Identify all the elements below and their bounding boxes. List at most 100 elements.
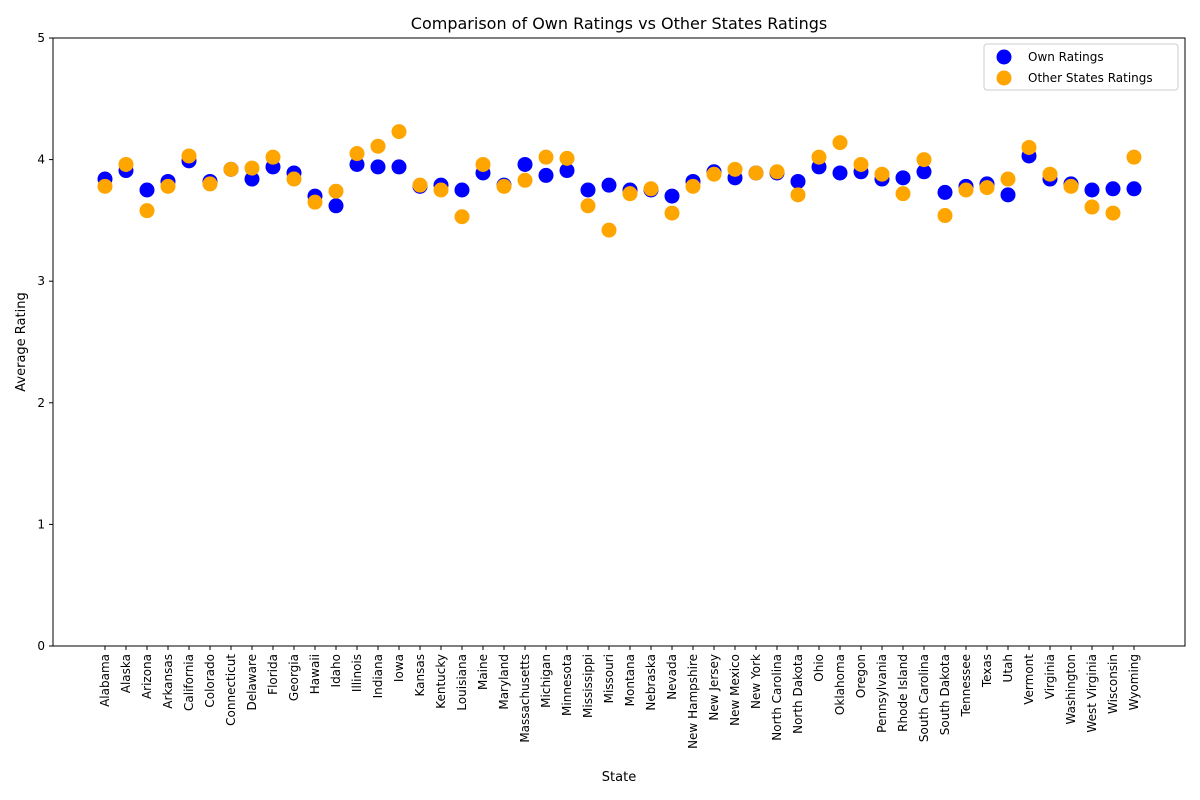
x-tick-label: Wyoming: [1127, 654, 1141, 710]
y-axis: 0 1 2 3 4 5: [37, 31, 53, 653]
data-point: [328, 183, 344, 199]
data-point: [517, 172, 533, 188]
y-tick-label: 3: [37, 274, 45, 288]
data-point: [895, 170, 911, 186]
y-tick-label: 4: [37, 153, 45, 167]
x-tick-label: Texas: [980, 654, 994, 688]
y-tick-label: 5: [37, 31, 45, 45]
data-point: [1000, 187, 1016, 203]
x-tick-label: Alaska: [119, 654, 133, 693]
x-tick-label: Massachusetts: [518, 654, 532, 743]
data-point: [1084, 199, 1100, 215]
x-tick-label: South Carolina: [917, 654, 931, 742]
x-tick-label: Nevada: [665, 654, 679, 700]
data-point: [391, 124, 407, 140]
x-tick-label: South Dakota: [938, 654, 952, 735]
data-point: [790, 187, 806, 203]
x-tick-label: Virginia: [1043, 654, 1057, 699]
x-tick-label: Kansas: [413, 654, 427, 696]
data-point: [475, 156, 491, 172]
x-tick-label: Maine: [476, 654, 490, 690]
data-point: [160, 178, 176, 194]
data-point: [496, 178, 512, 194]
legend: Own Ratings Other States Ratings: [983, 43, 1179, 91]
data-point: [370, 159, 386, 175]
x-tick-label: West Virginia: [1085, 654, 1099, 733]
x-tick-label: Maryland: [497, 654, 511, 710]
x-tick-label: Mississippi: [581, 654, 595, 718]
series-other-states-ratings: [97, 124, 1142, 238]
x-tick-label: California: [182, 654, 196, 711]
data-point: [832, 165, 848, 181]
data-point: [559, 150, 575, 166]
data-point: [916, 152, 932, 168]
x-tick-label: Alabama: [98, 654, 112, 707]
data-point: [979, 180, 995, 196]
data-point: [601, 177, 617, 193]
data-point: [328, 198, 344, 214]
data-point: [391, 159, 407, 175]
y-axis-label: Average Rating: [14, 292, 29, 391]
x-tick-label: New Mexico: [728, 654, 742, 726]
data-point: [664, 205, 680, 221]
x-axis: Alabama Alaska Arizona Arkansas California Co…: [98, 646, 1141, 749]
x-tick-label: Wisconsin: [1106, 654, 1120, 714]
data-point: [1000, 171, 1016, 187]
series-own-ratings: [97, 148, 1142, 214]
legend-label: Own Ratings: [1028, 50, 1104, 64]
data-point: [811, 149, 827, 165]
data-point: [664, 188, 680, 204]
x-tick-label: Tennessee: [959, 654, 973, 718]
data-point: [580, 198, 596, 214]
data-point: [454, 182, 470, 198]
legend-label: Other States Ratings: [1028, 71, 1153, 85]
data-point: [538, 167, 554, 183]
x-tick-label: Iowa: [392, 654, 406, 682]
x-tick-label: Pennsylvania: [875, 654, 889, 733]
data-point: [412, 177, 428, 193]
x-tick-label: Washington: [1064, 654, 1078, 725]
data-point: [916, 164, 932, 180]
data-point: [349, 156, 365, 172]
data-point: [1042, 166, 1058, 182]
x-tick-label: New York: [749, 654, 763, 709]
data-point: [454, 209, 470, 225]
legend-marker: [996, 49, 1012, 65]
data-point: [244, 160, 260, 176]
data-point: [139, 182, 155, 198]
x-tick-label: Oklahoma: [833, 654, 847, 715]
x-tick-label: New Jersey: [707, 654, 721, 721]
data-point: [706, 166, 722, 182]
data-point: [685, 178, 701, 194]
chart-title: Comparison of Own Ratings vs Other State…: [411, 14, 827, 33]
y-tick-label: 1: [37, 517, 45, 531]
x-tick-label: Arizona: [140, 654, 154, 699]
data-point: [622, 186, 638, 202]
x-tick-label: Nebraska: [644, 654, 658, 711]
data-point: [937, 184, 953, 200]
x-tick-label: Michigan: [539, 654, 553, 708]
data-point: [265, 149, 281, 165]
data-point: [790, 173, 806, 189]
x-tick-label: North Dakota: [791, 654, 805, 734]
data-point: [1084, 182, 1100, 198]
x-tick-label: Illinois: [350, 654, 364, 692]
x-axis-label: State: [602, 770, 636, 785]
plot-frame: [52, 37, 1186, 647]
legend-marker: [996, 70, 1012, 86]
data-point: [433, 182, 449, 198]
data-point: [244, 171, 260, 187]
y-tick-label: 0: [37, 639, 45, 653]
x-tick-label: Indiana: [371, 654, 385, 698]
data-point: [202, 176, 218, 192]
x-tick-label: North Carolina: [770, 654, 784, 741]
data-point: [580, 182, 596, 198]
data-point: [832, 135, 848, 151]
data-point: [643, 181, 659, 197]
data-point: [349, 146, 365, 162]
x-tick-label: Utah: [1001, 654, 1015, 682]
data-point: [118, 156, 134, 172]
x-tick-label: Delaware: [245, 654, 259, 711]
data-point: [559, 163, 575, 179]
